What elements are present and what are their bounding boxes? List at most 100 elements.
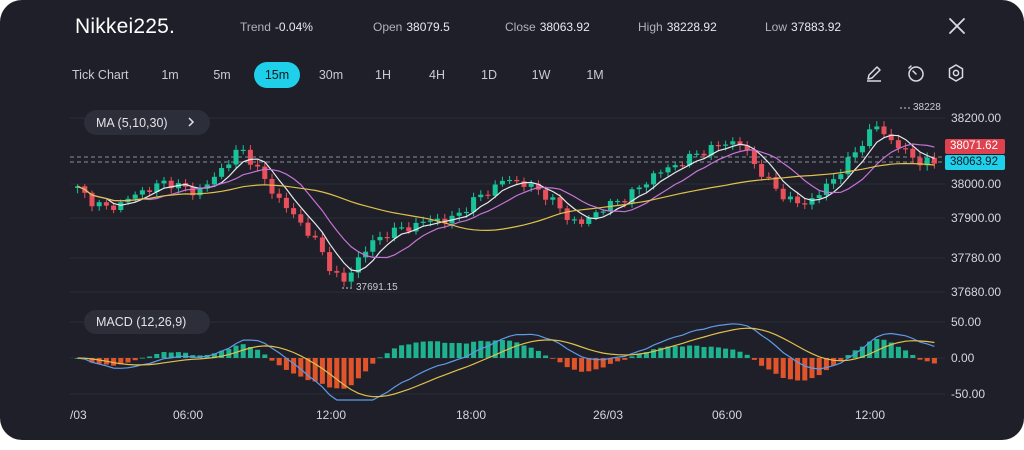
candle-down <box>269 178 275 194</box>
macd-hist-up <box>514 342 520 358</box>
candle-up <box>233 149 239 165</box>
candle-up <box>816 195 822 199</box>
timeframe-4h[interactable]: 4H <box>429 68 445 82</box>
candle-down <box>579 219 585 224</box>
candlestick-chart[interactable] <box>0 0 1024 440</box>
macd-hist-down <box>305 358 311 381</box>
macd-hist-down <box>795 358 801 381</box>
macd-hist-up <box>168 352 174 358</box>
candle-down <box>759 164 765 177</box>
tick-chart-button[interactable]: Tick Chart <box>72 68 129 82</box>
close-stat: Close 38063.92 <box>505 15 590 39</box>
candle-up <box>867 129 873 147</box>
candle-up <box>463 211 469 214</box>
candle-up <box>435 218 441 221</box>
macd-hist-up <box>154 353 160 358</box>
timer-icon[interactable] <box>906 63 926 83</box>
macd-hist-up <box>730 349 736 358</box>
timeframe-5m[interactable]: 5m <box>213 68 231 82</box>
trend-value: -0.04% <box>274 20 313 34</box>
candle-down <box>276 193 282 198</box>
candle-up <box>420 221 426 223</box>
macd-hist-up <box>859 346 865 358</box>
macd-hist-up <box>161 352 167 358</box>
macd-hist-down <box>593 358 599 370</box>
macd-hist-up <box>687 345 693 358</box>
macd-indicator-pill[interactable]: MACD (12,26,9) <box>84 310 210 334</box>
candle-down <box>557 197 563 209</box>
timeframe-1h[interactable]: 1H <box>375 68 391 82</box>
price-tick: 37680.00 <box>951 285 1002 299</box>
candle-down <box>485 194 491 196</box>
ma-indicator-pill[interactable]: MA (5,10,30) <box>84 110 210 135</box>
price-tick: 38200.00 <box>951 111 1002 125</box>
macd-hist-up <box>463 343 469 358</box>
macd-hist-up <box>521 345 527 358</box>
candle-down <box>881 126 887 135</box>
trend-label: Trend <box>240 20 271 34</box>
candle-up <box>838 174 844 180</box>
macd-hist-up <box>629 356 635 358</box>
candle-up <box>600 211 606 213</box>
candle-down <box>147 190 153 193</box>
candle-up <box>636 187 642 190</box>
candle-up <box>658 172 664 174</box>
candle-up <box>550 197 556 200</box>
macd-hist-down <box>363 358 369 372</box>
macd-hist-up <box>737 351 743 358</box>
min-price-annotation: 37691.15 <box>356 282 398 293</box>
macd-hist-down <box>917 358 923 360</box>
timeframe-1d[interactable]: 1D <box>481 68 497 82</box>
macd-hist-down <box>312 358 318 382</box>
timeframe-1m[interactable]: 1m <box>161 68 179 82</box>
macd-hist-up <box>384 353 390 358</box>
candle-down <box>305 222 311 236</box>
macd-hist-up <box>262 354 268 358</box>
ma-label: MA (5,10,30) <box>96 115 168 130</box>
macd-hist-up <box>895 346 901 358</box>
timeframe-30m[interactable]: 30m <box>318 68 344 82</box>
candle-up <box>730 141 736 145</box>
macd-hist-down <box>96 358 102 364</box>
candle-down <box>535 183 541 190</box>
close-icon[interactable] <box>946 15 968 37</box>
candle-down <box>737 141 743 146</box>
candle-up <box>211 176 217 185</box>
macd-hist-up <box>643 352 649 358</box>
candle-up <box>370 240 376 252</box>
candle-down <box>910 148 916 158</box>
macd-hist-down <box>766 358 772 370</box>
symbol-title: Nikkei225. <box>75 15 176 38</box>
candle-up <box>348 272 354 282</box>
macd-hist-down <box>276 358 282 366</box>
draw-pencil-icon[interactable] <box>864 63 884 83</box>
candle-up <box>456 212 462 216</box>
macd-hist-down <box>283 358 289 370</box>
macd-hist-down <box>269 358 275 361</box>
macd-hist-up <box>247 346 253 358</box>
candle-up <box>118 202 124 210</box>
candle-down <box>312 235 318 238</box>
price-tick: 37780.00 <box>951 251 1002 265</box>
macd-hist-up <box>888 342 894 358</box>
candle-down <box>319 237 325 253</box>
macd-hist-up <box>672 346 678 358</box>
macd-hist-down <box>787 358 793 380</box>
candle-up <box>874 126 880 130</box>
price-reference-lines <box>70 156 945 163</box>
macd-hist-down <box>564 358 570 368</box>
timeframe-15m[interactable]: 15m <box>254 62 300 88</box>
macd-hist-down <box>571 358 577 370</box>
candle-down <box>564 208 570 220</box>
macd-hist-up <box>478 340 484 358</box>
timeframe-1w[interactable]: 1W <box>531 68 551 82</box>
settings-gear-icon[interactable] <box>946 63 966 83</box>
price-tick: 38000.00 <box>951 177 1002 191</box>
timeframe-1m-month[interactable]: 1M <box>586 68 604 82</box>
candle-down <box>766 176 772 179</box>
candle-up <box>651 173 657 185</box>
macd-hist-up <box>543 355 549 358</box>
macd-hist-up <box>492 340 498 358</box>
time-label: 12:00 <box>316 408 347 422</box>
candle-down <box>751 150 757 165</box>
